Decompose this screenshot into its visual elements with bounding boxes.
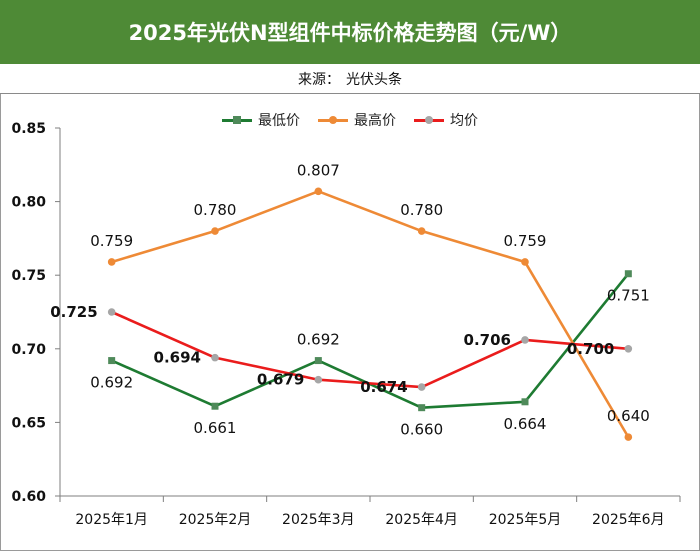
- data-point-marker: [521, 258, 529, 266]
- legend-marker-min: [233, 116, 241, 124]
- data-label: 0.660: [400, 421, 443, 439]
- chart-title-bar: 2025年光伏N型组件中标价格走势图（元/W）: [0, 0, 700, 64]
- legend-marker-max: [329, 116, 337, 124]
- data-label: 0.679: [257, 371, 304, 389]
- legend-item-min: 最低价: [222, 110, 300, 130]
- legend-swatch-max: [318, 115, 348, 125]
- data-label: 0.751: [607, 287, 650, 305]
- data-point-marker: [108, 357, 116, 365]
- data-point-marker: [521, 336, 529, 344]
- legend-marker-avg: [425, 116, 433, 124]
- data-point-marker: [417, 227, 426, 235]
- series-line-2: [111, 310, 629, 389]
- data-point-marker: [417, 383, 426, 391]
- series-line-1: [111, 189, 630, 438]
- data-point-marker: [314, 357, 322, 365]
- data-label: 0.807: [297, 161, 340, 179]
- legend-label-avg: 均价: [450, 113, 478, 129]
- x-tick-label: 2025年6月: [592, 512, 665, 528]
- legend-swatch-min: [222, 115, 252, 125]
- data-point-marker: [211, 227, 219, 235]
- data-point-marker: [624, 433, 633, 441]
- y-tick-label: 0.80: [11, 195, 46, 211]
- data-point-marker: [624, 345, 633, 353]
- legend-swatch-avg: [414, 115, 444, 125]
- legend-label-min: 最低价: [258, 113, 300, 129]
- y-tick-label: 0.75: [11, 268, 46, 284]
- y-tick-label: 0.65: [11, 415, 46, 431]
- x-tick-label: 2025年5月: [489, 512, 562, 528]
- y-tick-label: 0.85: [11, 121, 46, 137]
- x-tick-label: 2025年4月: [385, 512, 458, 528]
- legend-item-avg: 均价: [414, 110, 478, 130]
- legend-label-max: 最高价: [354, 113, 396, 129]
- data-point-marker: [107, 258, 116, 266]
- data-label: 0.706: [464, 331, 511, 349]
- data-label: 0.694: [154, 349, 201, 367]
- source-bar: 来源： 光伏头条: [0, 64, 700, 94]
- data-label: 0.759: [90, 232, 133, 250]
- data-label: 0.640: [607, 407, 650, 425]
- data-label: 0.725: [50, 303, 97, 321]
- source-value: 光伏头条: [346, 71, 402, 88]
- legend-item-max: 最高价: [318, 110, 396, 130]
- chart-title: 2025年光伏N型组件中标价格走势图（元/W）: [128, 21, 572, 45]
- x-tick-label: 2025年3月: [282, 512, 355, 528]
- y-tick-label: 0.60: [11, 489, 46, 505]
- y-tick-label: 0.70: [11, 342, 46, 358]
- chart-legend: 最低价 最高价 均价: [0, 110, 700, 130]
- data-point-marker: [107, 308, 116, 316]
- data-label: 0.780: [194, 201, 237, 219]
- source-label: 来源：: [298, 71, 340, 88]
- data-point-marker: [211, 402, 219, 410]
- data-label: 0.692: [297, 331, 340, 349]
- data-label: 0.759: [504, 232, 547, 250]
- data-point-marker: [418, 404, 426, 412]
- data-point-marker: [314, 375, 323, 384]
- data-label: 0.700: [567, 340, 614, 358]
- data-label: 0.780: [400, 201, 443, 219]
- data-label: 0.674: [360, 378, 407, 396]
- data-label: 0.692: [90, 374, 133, 392]
- x-tick-label: 2025年1月: [75, 512, 148, 528]
- data-point-marker: [314, 187, 323, 196]
- x-tick-label: 2025年2月: [179, 512, 252, 528]
- data-label: 0.661: [194, 419, 237, 437]
- data-point-marker: [211, 353, 219, 362]
- data-point-marker: [624, 270, 632, 278]
- data-point-marker: [521, 398, 529, 406]
- data-label: 0.664: [504, 415, 547, 433]
